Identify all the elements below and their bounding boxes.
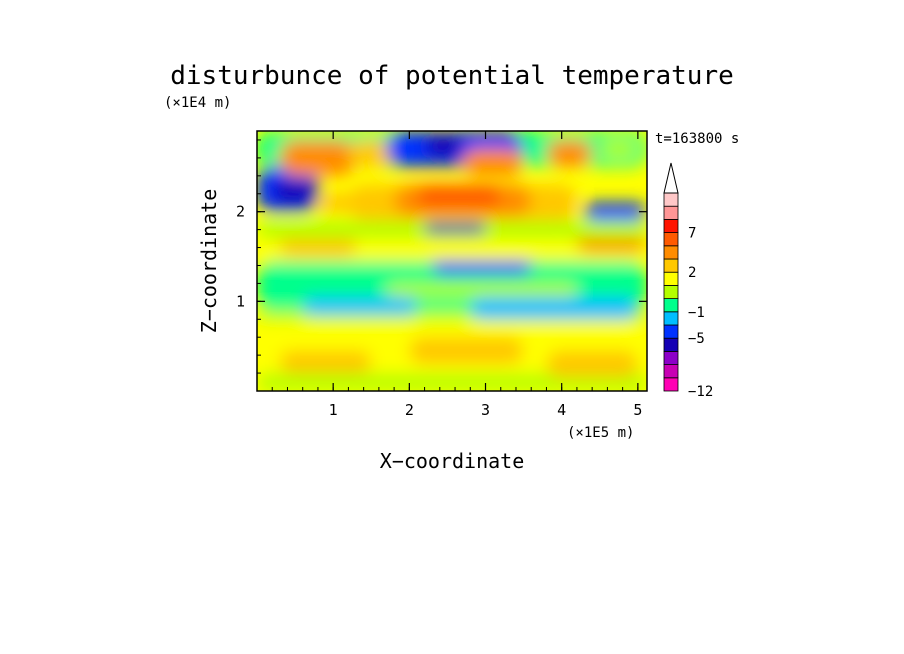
colorbar-segment (663, 218, 679, 233)
field-patch (470, 296, 638, 320)
colorbar-tick-label: 7 (688, 226, 696, 242)
field-patch (424, 223, 486, 235)
x-unit-label: (×1E5 m) (567, 425, 634, 441)
y-tick-label: 1 (236, 292, 245, 310)
colorbar-segment (663, 232, 679, 247)
field-patch (424, 135, 463, 158)
colorbar-segment (663, 350, 679, 365)
colorbar-segment (663, 271, 679, 286)
y-unit-label: (×1E4 m) (164, 95, 231, 111)
x-axis: 1 2 3 4 5 (271, 131, 642, 419)
y-axis: 12 (236, 139, 647, 374)
field-patch (348, 139, 395, 167)
colorbar-segment (663, 298, 679, 313)
y-axis-label: Z−coordinate (197, 189, 221, 334)
field-patch (279, 350, 372, 374)
x-tick-label: 1 (329, 401, 338, 419)
field-patch (462, 148, 524, 176)
colorbar-segment (663, 324, 679, 339)
field-patch (584, 202, 646, 221)
field-patch (386, 283, 577, 297)
colorbar-segment (663, 245, 679, 260)
colorbar-tick-label: −12 (688, 384, 713, 400)
field-patch (599, 139, 638, 158)
chart-title: disturbunce of potential temperature (170, 61, 734, 91)
colorbar-segment (663, 284, 679, 299)
field-patch (409, 337, 524, 365)
field-patch (272, 180, 318, 203)
colorbar-segment (663, 377, 679, 392)
y-tick-label: 2 (236, 203, 245, 221)
colorbar-segment (663, 337, 679, 352)
field-patch (317, 193, 387, 212)
x-axis-label: X−coordinate (380, 449, 525, 473)
field-patch (546, 350, 638, 378)
field-patch (546, 139, 593, 167)
heatmap-field (257, 131, 647, 391)
colorbar-tick-label: −1 (688, 305, 705, 321)
colorbar-segment (663, 192, 679, 207)
colorbar: −12−5−127 (663, 162, 713, 400)
x-tick-label: 4 (557, 401, 566, 419)
time-label: t=163800 s (655, 131, 739, 147)
colorbar-extend-arrow (663, 162, 679, 194)
colorbar-tick-label: −5 (688, 331, 705, 347)
colorbar-tick-label: 2 (688, 265, 696, 281)
colorbar-segment (663, 258, 679, 273)
colorbar-segment (663, 205, 679, 220)
colorbar-segment (663, 364, 679, 379)
plot-frame (256, 130, 648, 392)
x-tick-label: 3 (481, 401, 490, 419)
field-patch (279, 234, 357, 257)
x-tick-label: 5 (633, 401, 642, 419)
field-patch (416, 184, 501, 208)
x-tick-label: 2 (405, 401, 414, 419)
field-patch (302, 296, 417, 315)
field-patch (279, 139, 357, 176)
field-patch (257, 373, 647, 391)
colorbar-segment (663, 311, 679, 326)
